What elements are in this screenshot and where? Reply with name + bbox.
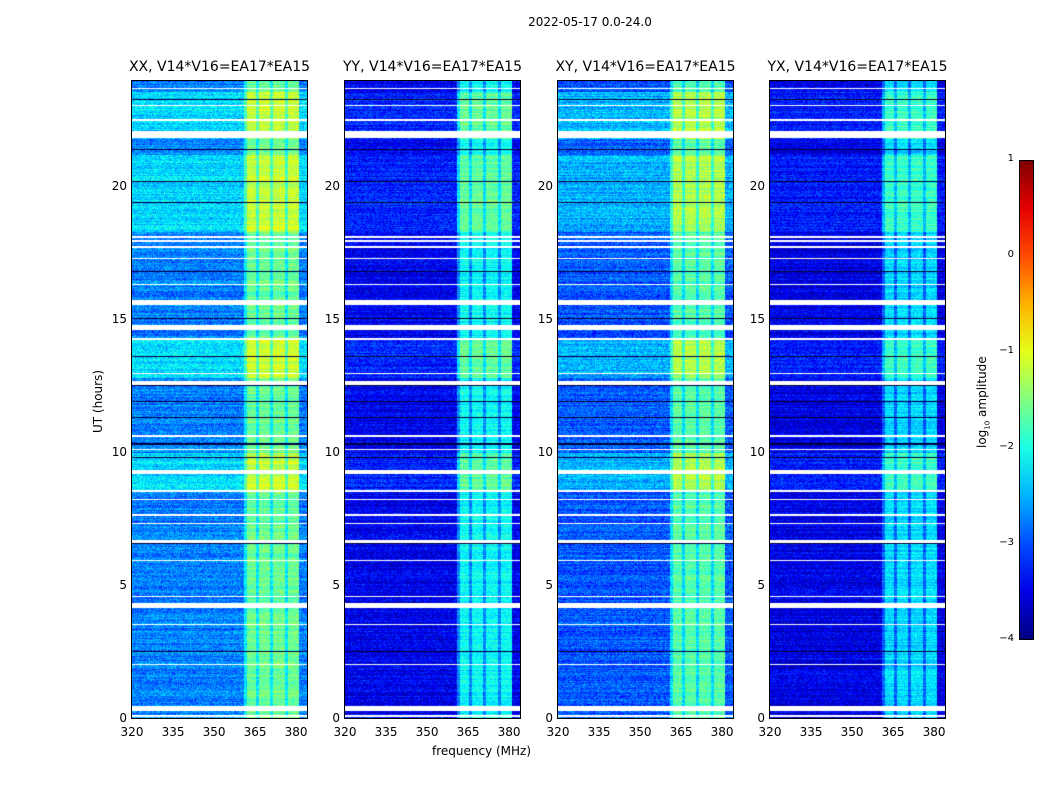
x-tick-label: 380 (710, 725, 734, 739)
y-tick-label: 0 (757, 711, 765, 725)
y-tick-label: 15 (537, 311, 553, 326)
colorbar-label-sub: 10 (983, 420, 992, 430)
y-tick-label: 15 (749, 311, 765, 326)
y-tick-label: 15 (111, 311, 127, 326)
panel-title: XY, V14*V16=EA17*EA15 (555, 59, 736, 75)
spectrogram-panel (769, 80, 946, 719)
x-tick-label: 350 (840, 725, 864, 739)
y-tick-label: 5 (332, 577, 340, 592)
x-tick-label: 320 (333, 725, 357, 739)
x-tick-label: 335 (587, 725, 611, 739)
x-tick-label: 380 (497, 725, 521, 739)
figure-title: 2022-05-17 0.0-24.0 (528, 15, 652, 29)
colorbar-label-rest: amplitude (975, 356, 989, 421)
x-tick-label: 320 (546, 725, 570, 739)
spectrogram-panel (131, 80, 308, 719)
y-axis-label: UT (hours) (91, 369, 105, 433)
x-tick-label: 320 (758, 725, 782, 739)
x-tick-label: 335 (799, 725, 823, 739)
y-tick-label: 10 (749, 444, 765, 459)
y-tick-label: 10 (324, 444, 340, 459)
x-tick-label: 350 (202, 725, 226, 739)
colorbar-tick-label: −4 (999, 633, 1014, 644)
y-tick-label: 15 (324, 311, 340, 326)
y-tick-label: 0 (332, 711, 340, 725)
y-tick-label: 5 (119, 577, 127, 592)
y-tick-label: 20 (111, 178, 127, 193)
x-tick-label: 350 (415, 725, 439, 739)
colorbar-tick-label: −1 (999, 345, 1014, 356)
y-tick-label: 20 (324, 178, 340, 193)
spectrogram-heatmap (345, 81, 520, 718)
colorbar (1019, 160, 1034, 640)
x-tick-label: 350 (628, 725, 652, 739)
y-tick-label: 0 (119, 711, 127, 725)
x-tick-label: 335 (161, 725, 185, 739)
colorbar-label: log10 amplitude (975, 356, 991, 448)
x-tick-label: 365 (456, 725, 480, 739)
y-tick-label: 20 (537, 178, 553, 193)
x-tick-label: 380 (922, 725, 946, 739)
x-axis-label: frequency (MHz) (432, 744, 532, 758)
y-tick-label: 0 (545, 711, 553, 725)
spectrogram-heatmap (558, 81, 733, 718)
panel-title: XX, V14*V16=EA17*EA15 (128, 59, 311, 75)
spectrogram-panel (344, 80, 521, 719)
x-tick-label: 365 (243, 725, 267, 739)
colorbar-tick-label: −2 (999, 441, 1014, 452)
x-tick-label: 335 (374, 725, 398, 739)
y-tick-label: 5 (757, 577, 765, 592)
y-tick-label: 10 (111, 444, 127, 459)
x-tick-label: 365 (669, 725, 693, 739)
spectrogram-heatmap (770, 81, 945, 718)
y-tick-label: 5 (545, 577, 553, 592)
colorbar-tick-label: 1 (1007, 153, 1014, 164)
panel-title: YY, V14*V16=EA17*EA15 (343, 59, 522, 75)
colorbar-tick-label: 0 (1007, 249, 1014, 260)
colorbar-tick-label: −3 (999, 537, 1014, 548)
panel-title: YX, V14*V16=EA17*EA15 (767, 59, 948, 75)
colorbar-label-log: log (975, 429, 989, 448)
x-tick-label: 320 (120, 725, 144, 739)
x-tick-label: 380 (284, 725, 308, 739)
spectrogram-panel (557, 80, 734, 719)
spectrogram-heatmap (132, 81, 307, 718)
x-tick-label: 365 (881, 725, 905, 739)
y-tick-label: 20 (749, 178, 765, 193)
y-tick-label: 10 (537, 444, 553, 459)
